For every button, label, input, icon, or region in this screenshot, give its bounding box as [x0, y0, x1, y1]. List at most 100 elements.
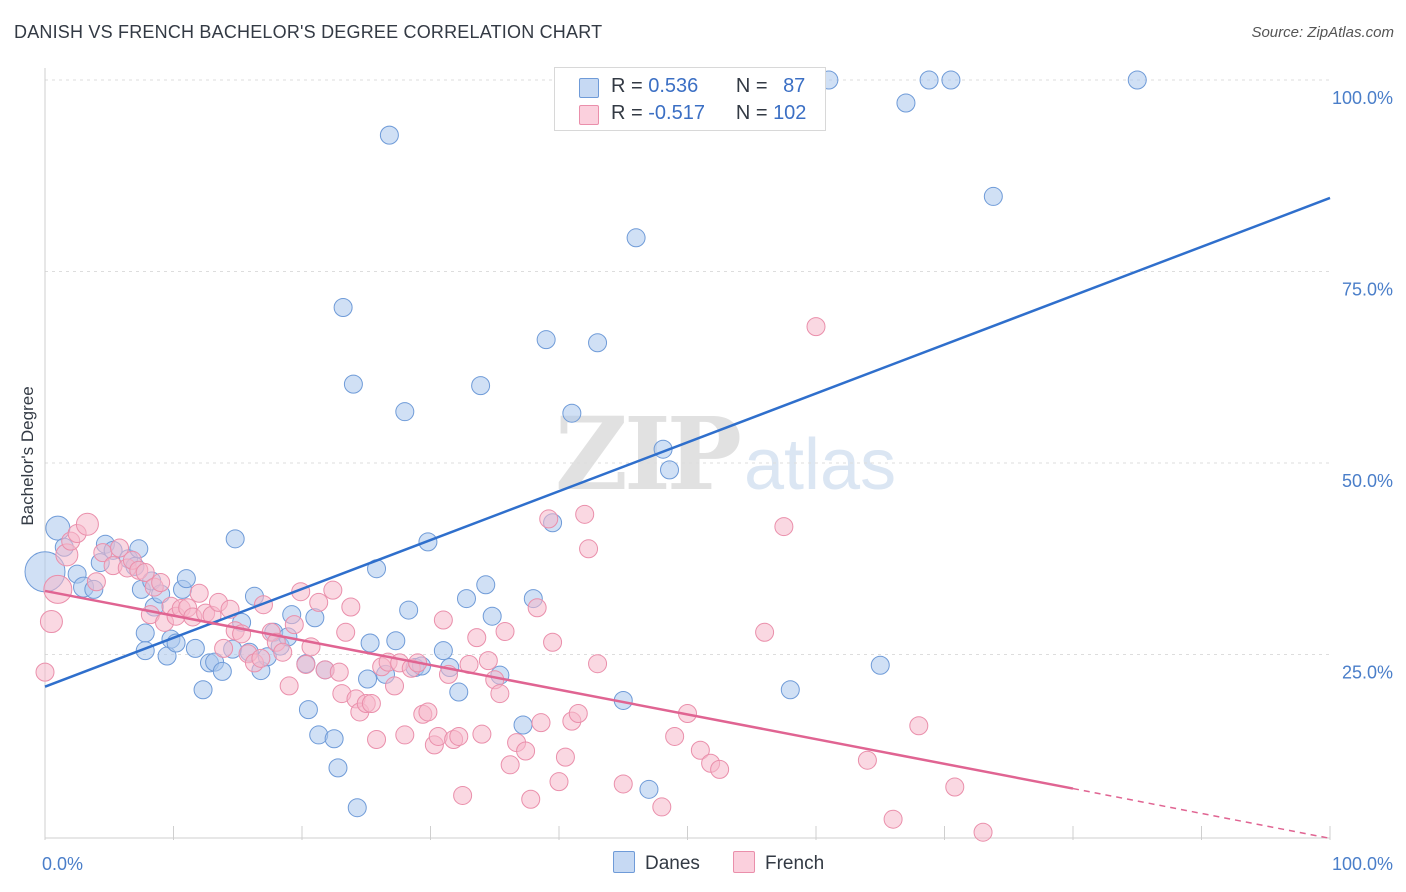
danes-point-78 [660, 460, 680, 480]
danes-point-63 [456, 589, 476, 609]
danes-point-44 [324, 729, 344, 749]
french-point-58 [385, 676, 405, 696]
french-point-28 [214, 638, 234, 658]
french-point-40 [284, 615, 304, 635]
french-point-107 [945, 777, 965, 797]
french-point-67 [433, 610, 453, 630]
french-point-87 [549, 772, 569, 792]
french-swatch [579, 105, 599, 125]
danes-point-23 [185, 638, 205, 658]
danes-point-79 [780, 680, 800, 700]
french-point-42 [296, 654, 316, 674]
danes-point-81 [870, 655, 890, 675]
danes-point-29 [225, 529, 245, 549]
french-point-64 [418, 702, 438, 722]
french-point-102 [774, 517, 794, 537]
french-point-105 [883, 809, 903, 829]
danes-point-47 [343, 374, 363, 394]
bottom-french-label: French [765, 853, 825, 874]
correlation-legend: R = 0.536 N = 87 R = -0.517 N = 102 [554, 67, 826, 131]
french-point-86 [543, 632, 563, 652]
french-point-74 [472, 724, 492, 744]
french-point-7 [86, 572, 106, 592]
danes-point-66 [482, 606, 502, 626]
french-point-81 [516, 741, 536, 761]
danes-point-62 [449, 682, 469, 702]
danes-point-13 [135, 623, 155, 643]
french-point-88 [555, 747, 575, 767]
x-tick-label-0: 0.0% [42, 854, 83, 874]
danes-point-48 [347, 798, 367, 818]
french-point-54 [361, 694, 381, 714]
french-point-50 [341, 597, 361, 617]
french-n-label: N = [735, 102, 774, 124]
french-point-82 [521, 789, 541, 809]
french-point-44 [309, 592, 329, 612]
french-point-17 [151, 572, 171, 592]
danes-point-50 [360, 633, 380, 653]
french-point-85 [539, 509, 559, 529]
danes-point-27 [212, 661, 232, 681]
trend-lines [44, 196, 1331, 840]
french-point-106 [909, 716, 929, 736]
french-point-84 [531, 713, 551, 733]
french-point-46 [323, 580, 343, 600]
french-point-96 [665, 726, 685, 746]
danes-n-label: N = [735, 75, 774, 97]
french-point-94 [613, 774, 633, 794]
y-tick-label-0: 25.0% [1342, 663, 1393, 683]
french-point-92 [579, 539, 599, 559]
danes-point-24 [193, 680, 213, 700]
french-point-75 [478, 651, 498, 671]
chart-title: DANISH VS FRENCH BACHELOR'S DEGREE CORRE… [14, 22, 603, 42]
french-point-98 [690, 740, 710, 760]
danes-point-64 [471, 376, 491, 396]
french-trend-line [44, 589, 1074, 790]
danes-point-40 [298, 700, 318, 720]
danes-point-56 [399, 600, 419, 620]
danes-point-70 [536, 330, 556, 350]
y-tick-label-1: 50.0% [1342, 471, 1393, 491]
y-tick-label-2: 75.0% [1342, 280, 1393, 300]
danes-point-65 [476, 575, 496, 595]
french-point-70 [449, 726, 469, 746]
x-tick-label-1: 100.0% [1332, 854, 1393, 874]
danes-n-value: 87 [783, 75, 806, 97]
french-point-49 [336, 622, 356, 642]
french-point-108 [973, 822, 993, 842]
french-point-95 [652, 797, 672, 817]
french-point-66 [428, 726, 448, 746]
danes-points [24, 70, 1147, 818]
danes-r-label: R = [611, 75, 649, 97]
french-point-100 [710, 759, 730, 779]
french-point-78 [495, 622, 515, 642]
french-point-77 [490, 684, 510, 704]
danes-point-55 [395, 402, 415, 422]
french-point-6 [75, 512, 99, 536]
danes-swatch [579, 78, 599, 98]
french-point-1 [39, 610, 63, 634]
tick-labels: 25.0% 50.0% 75.0% 100.0% 0.0% 100.0% [42, 88, 1393, 874]
french-r-label: R = [611, 102, 649, 124]
danes-point-75 [626, 228, 646, 248]
french-point-10 [110, 538, 130, 558]
danes-point-85 [983, 186, 1003, 206]
danes-point-46 [333, 298, 353, 318]
bottom-danes-label: Danes [645, 853, 700, 874]
danes-point-72 [562, 403, 582, 423]
french-point-2 [43, 574, 73, 604]
french-points [35, 317, 993, 842]
danes-point-84 [941, 70, 961, 90]
danes-point-73 [588, 333, 608, 353]
french-r-value: -0.517 [648, 102, 705, 124]
source-credit: Source: ZipAtlas.com [1251, 24, 1394, 41]
danes-point-49 [358, 669, 378, 689]
french-point-34 [251, 648, 271, 668]
danes-point-76 [639, 779, 659, 799]
bottom-legend-danes: Danes [613, 851, 700, 875]
danes-point-68 [513, 715, 533, 735]
french-point-104 [857, 750, 877, 770]
french-point-14 [135, 563, 155, 583]
french-point-71 [453, 785, 473, 805]
